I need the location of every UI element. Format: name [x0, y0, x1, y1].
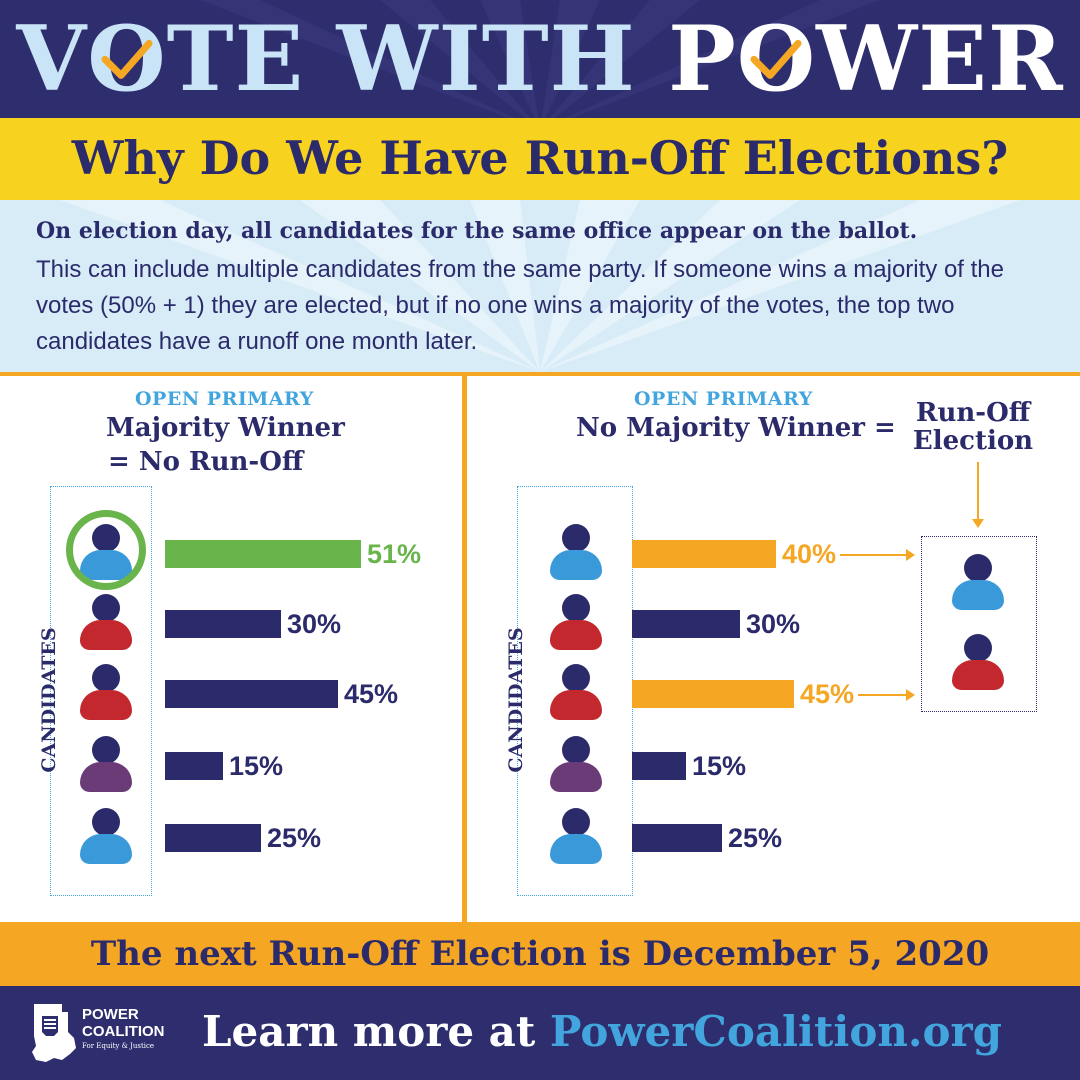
right-candidate-icon-3 [546, 664, 606, 724]
advance-arrow-icon [858, 689, 915, 701]
left-vote-percent-2: 30% [287, 609, 342, 639]
logo-tagline: For Equity & Justice [82, 1042, 155, 1050]
runoff-candidates-box [921, 536, 1037, 712]
person-body [80, 834, 132, 864]
winner-ring-icon [66, 510, 146, 590]
louisiana-fist-logo-icon [32, 1004, 76, 1062]
person-body [550, 620, 602, 650]
date-banner: The next Run-Off Election is December 5,… [0, 922, 1080, 986]
checkmark-icon [750, 39, 802, 79]
panel-vertical-divider [462, 376, 467, 922]
left-vote-bar-4 [165, 752, 223, 780]
power-coalition-logo: POWER COALITION For Equity & Justice [24, 998, 165, 1070]
right-vote-percent-2: 30% [746, 609, 801, 639]
person-head [562, 524, 590, 552]
right-vote-bar-2 [632, 610, 740, 638]
left-panel-subhead: OPEN PRIMARY [135, 388, 314, 410]
footer: POWER COALITION For Equity & Justice Lea… [0, 986, 1080, 1080]
panel-top-divider [0, 372, 1080, 376]
right-vote-bar-3 [632, 680, 794, 708]
headline-check-letter-2: O [736, 6, 817, 112]
right-vote-percent-1: 40% [782, 539, 837, 569]
headline-check-letter-1: O [87, 6, 167, 112]
left-candidate-icon-4 [76, 736, 136, 796]
runoff-candidate-icon-1 [948, 554, 1008, 614]
left-vote-percent-5: 25% [267, 823, 322, 853]
logo-text-power: POWER [82, 1006, 139, 1023]
question-banner: Why Do We Have Run-Off Elections? [0, 118, 1080, 200]
person-body [80, 620, 132, 650]
person-head [92, 664, 120, 692]
person-body [550, 834, 602, 864]
person-body [80, 762, 132, 792]
right-vote-bar-4 [632, 752, 686, 780]
person-head [562, 594, 590, 622]
left-panel-title-line2: = No Run-Off [108, 447, 304, 477]
person-head [964, 634, 992, 662]
right-candidate-icon-5 [546, 808, 606, 868]
question-title: Why Do We Have Run-Off Elections? [71, 131, 1009, 185]
left-vote-percent-4: 15% [229, 751, 284, 781]
person-body [80, 690, 132, 720]
intro-bold-sentence: On election day, all candidates for the … [36, 218, 918, 244]
right-vote-bar-1 [632, 540, 776, 568]
person-head [562, 664, 590, 692]
checkmark-icon [101, 39, 153, 79]
person-head [92, 808, 120, 836]
right-vote-percent-5: 25% [728, 823, 783, 853]
person-head [562, 736, 590, 764]
left-candidate-icon-2 [76, 594, 136, 654]
right-vote-percent-3: 45% [800, 679, 855, 709]
header-banner: VO TE WITH PO WER [0, 0, 1080, 118]
person-head [92, 594, 120, 622]
left-panel-title-line1: Majority Winner [106, 413, 345, 443]
left-vote-percent-1: 51% [367, 539, 422, 569]
person-body [952, 580, 1004, 610]
person-head [92, 736, 120, 764]
person-body [550, 690, 602, 720]
person-body [952, 660, 1004, 690]
right-vote-bar-5 [632, 824, 722, 852]
runoff-date-text: The next Run-Off Election is December 5,… [90, 934, 990, 974]
intro-rays-graphic [60, 200, 1020, 372]
person-head [562, 808, 590, 836]
intro-body-text: This can include multiple candidates fro… [36, 256, 1005, 355]
runoff-label-line2: Election [912, 426, 1034, 456]
runoff-down-arrow-icon [972, 462, 984, 528]
right-candidate-icon-1 [546, 524, 606, 584]
right-vote-percent-4: 15% [692, 751, 747, 781]
learn-more-text: Learn more at PowerCoalition.org [202, 1002, 1002, 1062]
logo-text-coalition: COALITION [82, 1023, 165, 1040]
person-body [550, 762, 602, 792]
advance-arrow-icon [840, 549, 915, 561]
left-vote-bar-5 [165, 824, 261, 852]
right-panel-subhead: OPEN PRIMARY [634, 388, 813, 410]
left-vote-bar-1 [165, 540, 361, 568]
left-candidate-icon-5 [76, 808, 136, 868]
right-panel-title: No Majority Winner = [576, 413, 896, 443]
left-vote-bar-2 [165, 610, 281, 638]
runoff-candidate-icon-2 [948, 634, 1008, 694]
left-vote-bar-3 [165, 680, 338, 708]
headline-part-vote-with: VO TE WITH [16, 6, 636, 112]
right-candidates-axis-label: CANDIDATES [505, 627, 527, 773]
header-rays-graphic [200, 0, 880, 118]
left-candidate-icon-3 [76, 664, 136, 724]
main-headline: VO TE WITH PO WER [0, 8, 1080, 110]
runoff-election-label: Run-Off Election [908, 399, 1038, 455]
right-candidate-icon-4 [546, 736, 606, 796]
left-vote-percent-3: 45% [344, 679, 399, 709]
left-candidates-box [50, 486, 152, 896]
learn-more-url-link[interactable]: PowerCoalition.org [549, 1007, 1002, 1056]
runoff-label-line1: Run-Off [915, 398, 1031, 428]
person-head [964, 554, 992, 582]
person-body [550, 550, 602, 580]
intro-section: On election day, all candidates for the … [0, 200, 1080, 372]
headline-part-power: PO WER [668, 6, 1064, 112]
right-candidate-icon-2 [546, 594, 606, 654]
learn-more-prefix: Learn more at [202, 1007, 550, 1056]
left-candidates-axis-label: CANDIDATES [38, 627, 60, 773]
